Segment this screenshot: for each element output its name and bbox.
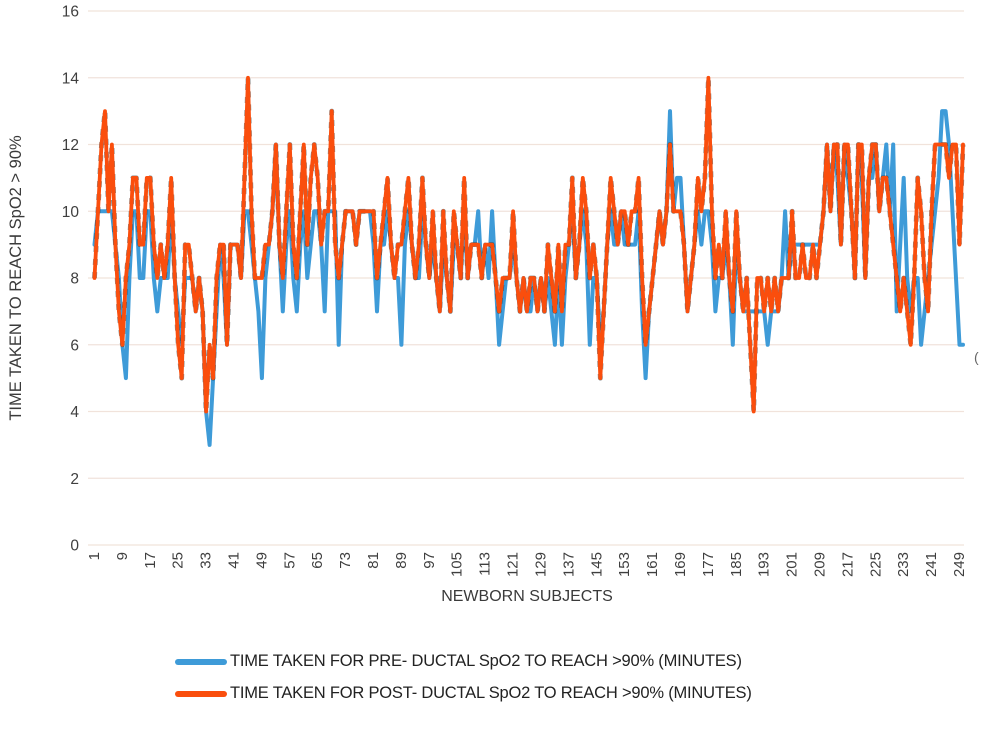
x-tick-label: 25 <box>170 552 187 569</box>
x-tick-label: 73 <box>337 552 354 569</box>
x-tick-label: 9 <box>114 552 131 560</box>
post-ductal-line-swatch <box>175 690 227 697</box>
stray-mark: ( <box>974 349 979 365</box>
y-tick-label: 16 <box>62 4 79 21</box>
x-tick-label: 185 <box>728 552 745 577</box>
x-tick-label: 49 <box>253 552 270 569</box>
post-ductal-line <box>92 75 965 414</box>
x-tick-label: 169 <box>672 552 689 577</box>
x-tick-label: 33 <box>198 552 215 569</box>
y-tick-label: 10 <box>62 204 80 221</box>
x-tick-label: 129 <box>532 552 549 577</box>
x-tick-label: 1 <box>86 552 103 560</box>
y-tick-label: 14 <box>62 70 80 87</box>
x-tick-label: 89 <box>393 552 410 569</box>
y-tick-label: 8 <box>70 271 79 288</box>
y-tick-label: 2 <box>70 471 79 488</box>
x-tick-label: 145 <box>588 552 605 577</box>
x-tick-label: 177 <box>700 552 717 577</box>
pre-ductal-line-swatch <box>175 658 227 665</box>
x-tick-label: 121 <box>505 552 522 577</box>
x-tick-label: 97 <box>421 552 438 569</box>
x-tick-label: 57 <box>281 552 298 569</box>
x-tick-label: 201 <box>784 552 801 577</box>
x-tick-label: 249 <box>951 552 968 577</box>
x-tick-label: 105 <box>449 552 466 577</box>
y-tick-label: 12 <box>62 137 79 154</box>
x-tick-label: 65 <box>309 552 326 569</box>
x-tick-label: 233 <box>895 552 912 577</box>
x-tick-label: 137 <box>560 552 577 577</box>
x-axis-title: NEWBORN SUBJECTS <box>441 588 613 605</box>
x-tick-label: 217 <box>839 552 856 577</box>
y-tick-label: 0 <box>70 538 79 555</box>
y-tick-label: 4 <box>70 404 79 421</box>
x-tick-label: 17 <box>142 552 159 569</box>
x-tick-label: 241 <box>923 552 940 577</box>
x-tick-label: 209 <box>811 552 828 577</box>
legend-label-post-ductal: TIME TAKEN FOR POST- DUCTAL SpO2 TO REAC… <box>230 684 752 702</box>
y-tick-label: 6 <box>70 337 79 354</box>
x-tick-label: 225 <box>867 552 884 577</box>
legend-item-post-ductal: TIME TAKEN FOR POST- DUCTAL SpO2 TO REAC… <box>175 684 752 703</box>
legend: TIME TAKEN FOR PRE- DUCTAL SpO2 TO REACH… <box>175 652 752 703</box>
x-tick-label: 153 <box>616 552 633 577</box>
x-tick-label: 113 <box>477 552 494 576</box>
y-axis-title: TIME TAKEN TO REACH SpO2 > 90% <box>7 135 25 421</box>
x-tick-label: 193 <box>756 552 773 577</box>
x-tick-label: 161 <box>644 552 661 577</box>
x-tick-label: 81 <box>365 552 382 569</box>
legend-item-pre-ductal: TIME TAKEN FOR PRE- DUCTAL SpO2 TO REACH… <box>175 652 752 671</box>
x-tick-label: 41 <box>226 552 243 569</box>
legend-label-pre-ductal: TIME TAKEN FOR PRE- DUCTAL SpO2 TO REACH… <box>230 652 742 670</box>
